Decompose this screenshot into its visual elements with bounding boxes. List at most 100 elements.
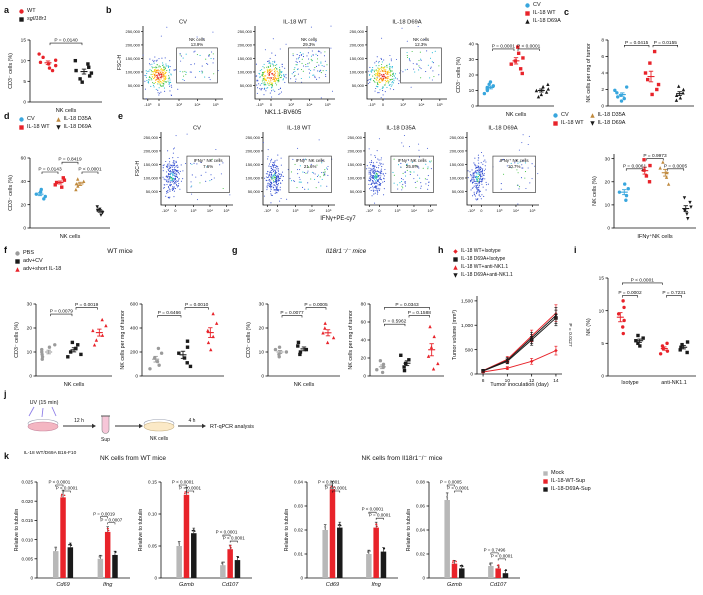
legend-item: IL-18 D69A+anti-NK1.1 [452, 272, 513, 279]
bar [112, 554, 118, 578]
legend-item: IL-18 WT [524, 10, 561, 17]
legend-marker-icon [15, 267, 20, 272]
y-tick-label: 200,000 [126, 42, 141, 47]
gate-label: NK cells [301, 37, 318, 42]
y-axis-label: NK cells per mg of tumor [586, 43, 592, 103]
y-tick-label: 0 [470, 372, 473, 378]
panel-label-e: e [118, 111, 124, 121]
flow-title: CV [193, 126, 201, 132]
legend-label: Mock [551, 470, 565, 477]
legend-item: IL-18-WT-Sup [542, 478, 591, 485]
x-tick-label: 0 [174, 208, 177, 213]
legend-item: IL-18 WT [18, 124, 50, 131]
bar [183, 494, 190, 578]
time-4h-label: 4 h [189, 418, 196, 424]
chart-b1: 50,000 100,000 150,000 200,000 250,000 -10³ 0 1… [117, 20, 223, 107]
p-value: P < 0.0001 [78, 167, 102, 173]
gate-percent: 12.3% [415, 42, 428, 47]
bar [220, 565, 226, 578]
y-tick-label: 50,000 [146, 189, 159, 194]
p-value: P = 0.0001 [492, 43, 516, 49]
p-value: P < 0.0001 [362, 507, 384, 512]
x-tick-label: 10⁵ [325, 208, 331, 213]
gate-box [176, 47, 218, 84]
x-axis-label: Tumor inoculation (day) [490, 382, 549, 388]
legend-label: IL-18 D69A [63, 124, 92, 131]
y-tick-label: 0 [154, 576, 157, 581]
chart-e4: 50,000 100,000 150,000 200,000 250,000 -10³ 0 1… [450, 126, 539, 213]
y-tick-label: 250,000 [246, 135, 261, 140]
panel-label-i: i [574, 245, 577, 255]
y-axis-label: NK cells per mg of tumor [348, 310, 354, 370]
p-value: P < 0.0001 [48, 480, 70, 485]
y-axis-label: CD3⁻ cells (%) [14, 322, 20, 358]
y-axis-label: Tumor volume (mm³) [452, 310, 458, 360]
bar [67, 547, 74, 578]
y-tick-label: 100,000 [350, 69, 365, 74]
uv-ray [51, 406, 57, 417]
x-axis-label: NK cells [60, 234, 81, 240]
y-axis-label: CD3⁻ cells (%) [246, 322, 252, 358]
e-x-axis-label: IFNγ+PE-cy7 [320, 216, 356, 222]
gate-box [400, 47, 442, 84]
y-tick-label: 10 [27, 350, 33, 356]
x-tick-label: 10⁵ [325, 102, 331, 107]
uv-label: UV (15 min) [30, 400, 59, 406]
legend-item: WT [18, 8, 47, 15]
y-tick-label: 60 [21, 156, 27, 162]
y-tick-label: 20 [469, 73, 475, 79]
gate-box [288, 155, 332, 193]
y-tick-label: 20 [259, 326, 265, 332]
y-tick-label: 150,000 [126, 56, 141, 61]
legend-label: WT [27, 8, 36, 15]
legend-label: IL-18 WT [561, 120, 584, 127]
plot-area: 0 10 20 30 40 P = 0.0001 P < 0.0001 [469, 42, 554, 110]
chart-b4: 0 10 20 30 40 P = 0.0001 P < 0.0001 CD3⁻ cells … [456, 42, 554, 118]
bar [451, 563, 458, 578]
y-tick-label: 20 [605, 179, 611, 185]
bar [366, 554, 372, 578]
y-tick-label: 0.010 [22, 537, 34, 542]
y-axis-label: CD3⁻ cells (%) [8, 53, 14, 89]
bar [104, 531, 111, 578]
x-tick-label: 10⁵ [437, 102, 443, 107]
p-value: P = 0.0143 [38, 167, 62, 173]
x-tick-label: 10⁴ [194, 102, 200, 107]
y-tick-label: 5 [601, 341, 604, 347]
chart-d: 0 20 40 60 P = 0.0143 P = 0.8419 P < 0.0001 CD3… [8, 156, 110, 240]
y-axis-label: FSC-H [117, 54, 123, 70]
x-axis-label: IFNγ⁺NK cells [637, 233, 672, 240]
y-tick-label: 20 [27, 326, 33, 332]
flow-title: IL-18 D69A [392, 20, 421, 26]
y-axis-label: NK cells per mg of tumor [120, 310, 126, 370]
p-value: P = 0.1588 [408, 310, 432, 316]
y-tick-label: 200,000 [238, 42, 253, 47]
y-tick-label: 150,000 [238, 56, 253, 61]
panel-label-k: k [4, 451, 10, 461]
y-tick-label: 100,000 [144, 175, 159, 180]
legend-marker-icon [15, 251, 20, 256]
legend-h: IL-18 WT+Isotype IL-18 D69A+Isotype IL-18 … [452, 248, 513, 279]
x-tick-label: 10⁵ [223, 208, 229, 213]
chart-c: 0 2 4 6 8 P = 0.0415 P = 0.0155 NK cells per mg… [586, 38, 694, 110]
legend-label: IL-18 D69A [597, 120, 626, 127]
legend-marker-icon [589, 121, 595, 126]
k-title-ko: NK cells from Il18r1⁻/⁻ mice [361, 455, 443, 462]
legend-item: IL-18 D35A [589, 112, 625, 119]
y-tick-label: 150,000 [144, 162, 159, 167]
x-tick-label: -10³ [162, 208, 170, 213]
x-tick-label: 14 [553, 378, 559, 384]
y-tick-label: 30 [605, 156, 611, 162]
x-tick-label: 0 [480, 208, 483, 213]
legend-marker-icon [15, 259, 20, 264]
p-value: P < 0.0001 [517, 43, 541, 49]
p-value: P = 0.0010 [185, 302, 209, 308]
x-category-label: Isotype [621, 380, 638, 386]
y-tick-label: 250,000 [238, 29, 253, 34]
y-axis-label: Relative to tubulin [406, 509, 412, 552]
